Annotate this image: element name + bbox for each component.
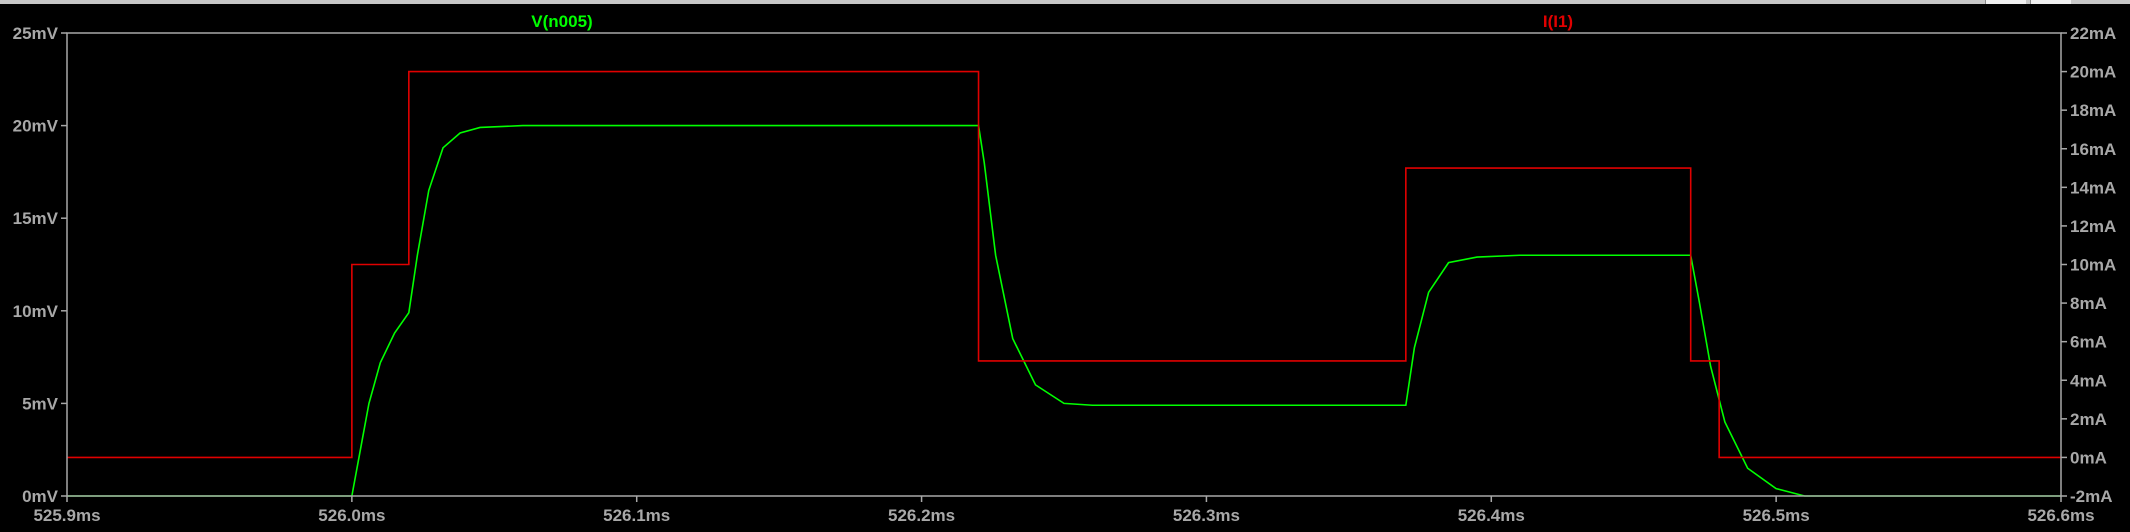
trace-labels: V(n005) I(I1) [531,12,1573,31]
x-tick-label: 526.5ms [1743,506,1810,525]
current-trace-label[interactable]: I(I1) [1543,12,1573,31]
y-right-tick-label: 16mA [2070,140,2116,159]
x-tick-label: 526.6ms [2027,506,2094,525]
y-right-tick-label: 0mA [2070,448,2107,467]
y-right-tick-label: 8mA [2070,294,2107,313]
voltage-trace-label[interactable]: V(n005) [531,12,592,31]
y-right-tick-label: 18mA [2070,101,2116,120]
y-right-tick-label: 14mA [2070,178,2116,197]
y-right-tick-label: 6mA [2070,333,2107,352]
y-left-tick-label: 10mV [13,302,59,321]
x-axis: 525.9ms 526.0ms 526.1ms 526.2ms 526.3ms 526.4… [33,496,2095,525]
x-tick-label: 526.1ms [603,506,670,525]
minimize-icon[interactable] [1985,0,2026,4]
y-right-tick-label: 22mA [2070,24,2116,43]
x-tick-label: 526.2ms [888,506,955,525]
y-left-tick-label: 20mV [13,117,59,136]
y-right-tick-label: 20mA [2070,63,2116,82]
x-tick-label: 525.9ms [33,506,100,525]
y-right-tick-label: 12mA [2070,217,2116,236]
x-tick-label: 526.0ms [318,506,385,525]
x-tick-label: 526.3ms [1173,506,1240,525]
y-left-tick-label: 0mV [22,487,59,506]
y-right-tick-label: 4mA [2070,371,2107,390]
x-tick-label: 526.4ms [1458,506,1525,525]
y-axis-right: -2mA 0mA 2mA 4mA 6mA 8mA 10mA 12mA 14mA 16mA 18mA 2… [2061,24,2116,506]
y-axis-left: 0mV 5mV 10mV 15mV 20mV 25mV [13,24,67,506]
window-top-strip [0,0,2130,4]
y-right-tick-label: 10mA [2070,256,2116,275]
y-right-tick-label: 2mA [2070,410,2107,429]
traces-layer [67,70,2061,497]
y-left-tick-label: 5mV [22,394,59,413]
maximize-icon[interactable] [2030,0,2071,4]
y-right-tick-label: -2mA [2070,487,2113,506]
y-left-tick-label: 15mV [13,209,59,228]
y-left-tick-label: 25mV [13,24,59,43]
current-trace-line [67,70,2061,459]
